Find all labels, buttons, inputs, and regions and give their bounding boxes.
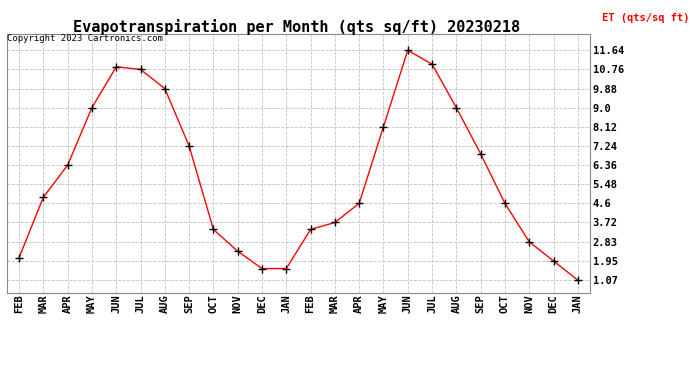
Text: ET (qts/sq ft): ET (qts/sq ft)	[602, 13, 689, 23]
Text: Copyright 2023 Cartronics.com: Copyright 2023 Cartronics.com	[7, 34, 163, 43]
Text: Evapotranspiration per Month (qts sq/ft) 20230218: Evapotranspiration per Month (qts sq/ft)…	[73, 19, 520, 35]
